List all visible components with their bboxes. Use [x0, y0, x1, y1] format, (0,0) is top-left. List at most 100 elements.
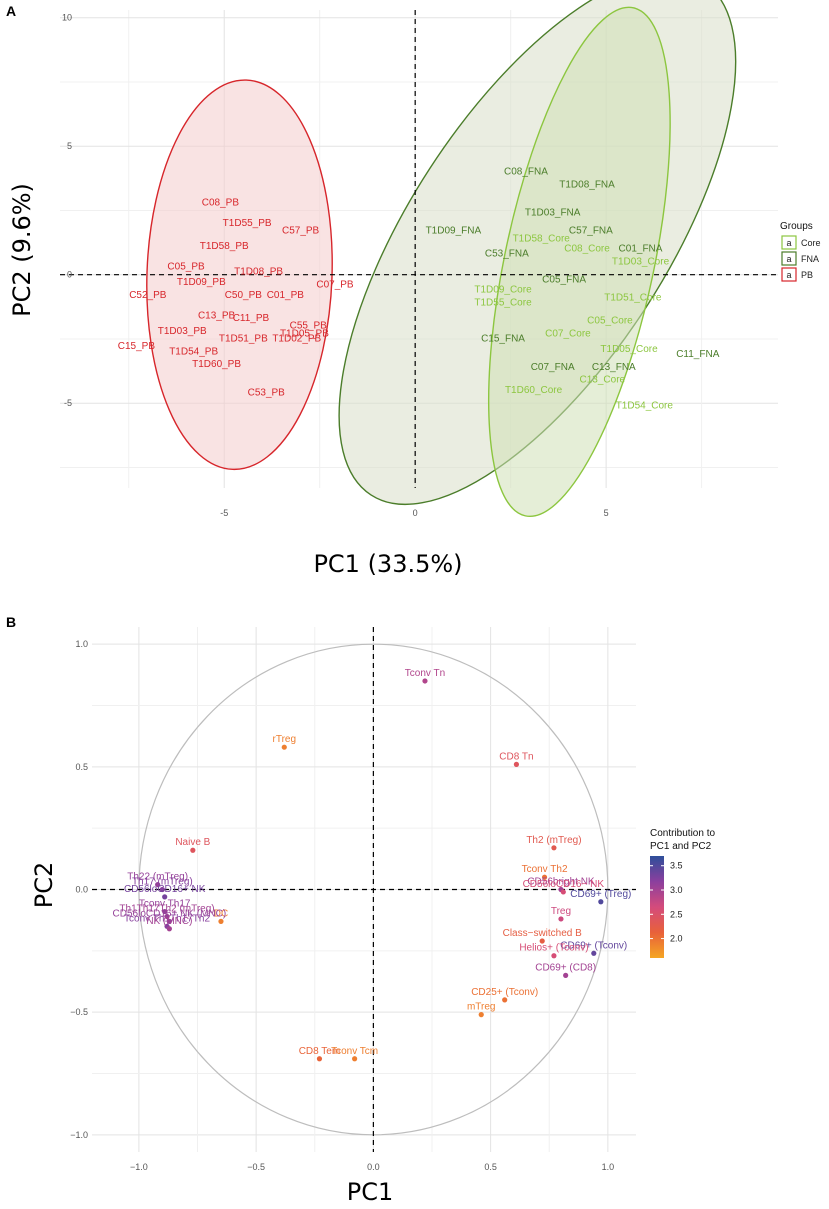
- point-cd56locd16-nk-mnc: [166, 918, 172, 924]
- point-label-t1d09-fna: T1D09_FNA: [426, 226, 482, 237]
- point-label-c57-pb: C57_PB: [282, 226, 320, 237]
- point-th17-mtreg: [159, 886, 165, 893]
- point-label-cd56locd16-nk: CD56loCD16− NK: [523, 879, 605, 890]
- panel-a-label: A: [6, 3, 16, 19]
- point-tconv-tn: [422, 678, 428, 684]
- point-label-cd25-tconv: CD25+ (Tconv): [471, 987, 538, 998]
- point-label-cd56locd16-nk-mnc: CD56loCD16+ NK (MNC): [113, 908, 227, 919]
- point-label-c05-core: C05_Core: [587, 316, 633, 327]
- colorbar-title-line2: PC1 and PC2: [650, 841, 712, 852]
- point-label-t1d60-pb: T1D60_PB: [192, 359, 241, 370]
- point-label-th2-mtreg: Th2 (mTreg): [526, 835, 581, 846]
- point-label-c07-pb: C07_PB: [316, 280, 354, 291]
- point-cd69-treg: [598, 899, 604, 905]
- colorbar-tick-label: 3.0: [670, 885, 683, 895]
- point-label-c13-pb: C13_PB: [198, 310, 236, 321]
- point-label-c57-fna: C57_FNA: [569, 226, 613, 237]
- point-label-c50-pb: C50_PB: [225, 290, 263, 301]
- point-cd8-tn: [513, 761, 520, 767]
- point-label-c05-fna: C05_FNA: [542, 274, 586, 285]
- point-cd69-tconv: [591, 950, 597, 956]
- point-label-t1d03-fna: T1D03_FNA: [525, 208, 581, 219]
- panel-b-x-axis-label: PC1: [347, 1178, 394, 1206]
- x-tick-label: 5: [604, 508, 609, 518]
- point-label-mtreg: mTreg: [467, 1002, 496, 1013]
- panel-b-ticks: −1.0 −0.5 0.0 0.5 1.0 −1.0 −0.5 0.0 0.5 1.0: [70, 639, 614, 1172]
- legend-label-pb: PB: [801, 270, 813, 280]
- panel-b-points: Tconv Tn rTreg CD8 Tn Naive B Th2 (mTreg) Tco…: [113, 668, 631, 1062]
- y-tick-label: -5: [64, 398, 72, 408]
- y-tick-label: 0.5: [75, 762, 88, 772]
- panel-a-ellipses: [146, 0, 737, 518]
- colorbar-tick-label: 2.5: [670, 909, 683, 919]
- panel-a-points: C08_PB T1D55_PB C57_PB T1D58_PB C05_PB T1D08_…: [118, 166, 720, 411]
- y-tick-label: 0.0: [75, 885, 88, 895]
- colorbar-title-line1: Contribution to: [650, 828, 715, 839]
- point-th2-mtreg: [551, 845, 557, 851]
- point-cd8-tem: [316, 1056, 323, 1062]
- point-label-t1d08-fna: T1D08_FNA: [559, 179, 615, 190]
- point-label-t1d58-pb: T1D58_PB: [200, 241, 249, 252]
- point-label-t1d05-pb: T1D05_PB: [280, 328, 329, 339]
- point-label-cd69-cd8: CD69+ (CD8): [535, 962, 596, 973]
- point-label-class-switched-b: Class−switched B: [503, 928, 583, 939]
- legend-symbol-core: a: [786, 238, 791, 248]
- panel-a-y-axis-label: PC2 (9.6%): [8, 183, 36, 317]
- point-cd56locd16-nk: [162, 894, 168, 900]
- point-label-t1d03-pb: T1D03_PB: [158, 326, 207, 337]
- y-tick-label: −0.5: [70, 1007, 88, 1017]
- point-cd69-cd8: [563, 972, 569, 978]
- point-th1th17th2-mtreg: [164, 913, 170, 920]
- point-label-t1d54-pb: T1D54_PB: [169, 346, 218, 357]
- colorbar-bar: [650, 856, 664, 958]
- panel-b-y-axis-label: PC2: [30, 862, 58, 909]
- point-label-tconv-tn: Tconv Tn: [405, 668, 445, 679]
- point-class-switched-b: [539, 938, 545, 944]
- legend-key-core: [781, 235, 797, 250]
- point-tconv-tcm: [352, 1056, 358, 1062]
- point-cd56locd16-nk: [560, 889, 566, 895]
- point-label-cd69-tconv: CD69+ (Tconv): [560, 940, 627, 951]
- point-tconv-th17: [162, 908, 168, 915]
- point-label-t1d55-core: T1D55_Core: [474, 298, 532, 309]
- point-label-t1d51-pb: T1D51_PB: [219, 334, 268, 345]
- point-label-t1d02-pb: T1D02_PB: [272, 334, 321, 345]
- point-treg: [558, 916, 564, 922]
- point-helios-tconv: [551, 953, 557, 959]
- point-label-tconv-th2: Tconv Th2: [522, 864, 568, 875]
- point-label-t1d05-core: T1D05_Core: [600, 344, 658, 355]
- x-tick-label: 0: [413, 508, 418, 518]
- point-label-c08-core: C08_Core: [564, 244, 610, 255]
- y-tick-label: −1.0: [70, 1130, 88, 1140]
- point-dc: [218, 918, 224, 924]
- point-label-c11-pb: C11_PB: [233, 313, 270, 324]
- point-label-c15-fna: C15_FNA: [481, 334, 525, 345]
- point-label-c11-fna: C11_FNA: [676, 349, 719, 360]
- x-tick-label: 0.0: [367, 1162, 380, 1172]
- point-label-c07-core: C07_Core: [545, 328, 591, 339]
- panel-a-x-axis-label: PC1 (33.5%): [313, 550, 462, 578]
- point-label-c55-pb: C55_PB: [290, 321, 328, 332]
- point-th22-mtreg: [155, 881, 161, 888]
- point-label-th22-mtreg: Th22 (mTreg): [127, 872, 188, 883]
- point-nk-mnc: [166, 926, 172, 932]
- point-tconv-th2: [541, 874, 548, 880]
- point-label-cd69-treg: CD69+ (Treg): [570, 889, 631, 900]
- point-mtreg: [478, 1012, 484, 1018]
- ellipse-pb: [146, 79, 333, 471]
- point-label-c01-fna: C01_FNA: [619, 244, 663, 255]
- point-label-t1d08-pb: T1D08_PB: [234, 267, 283, 278]
- y-tick-label: 10: [62, 13, 72, 23]
- point-label-c15-pb: C15_PB: [118, 341, 156, 352]
- point-label-cd56locd16-nk: CD56loCD16+ NK: [124, 884, 206, 895]
- point-naive-b: [190, 847, 196, 853]
- y-tick-label: 5: [67, 141, 72, 151]
- point-label-t1d51-core: T1D51_Core: [604, 292, 662, 303]
- panel-b-colorbar: Contribution to PC1 and PC2 3.5 3.0 2.5 2.0: [650, 828, 715, 958]
- panel-a-zero-lines: [60, 10, 778, 488]
- point-label-cd56bright-nk: CD56bright NK: [527, 877, 595, 888]
- point-label-t1d55-pb: T1D55_PB: [223, 218, 272, 229]
- point-rtreg: [281, 744, 287, 750]
- point-label-dc: DC: [214, 908, 228, 919]
- point-label-th17-mtreg: Th17 (mTreg): [132, 877, 193, 888]
